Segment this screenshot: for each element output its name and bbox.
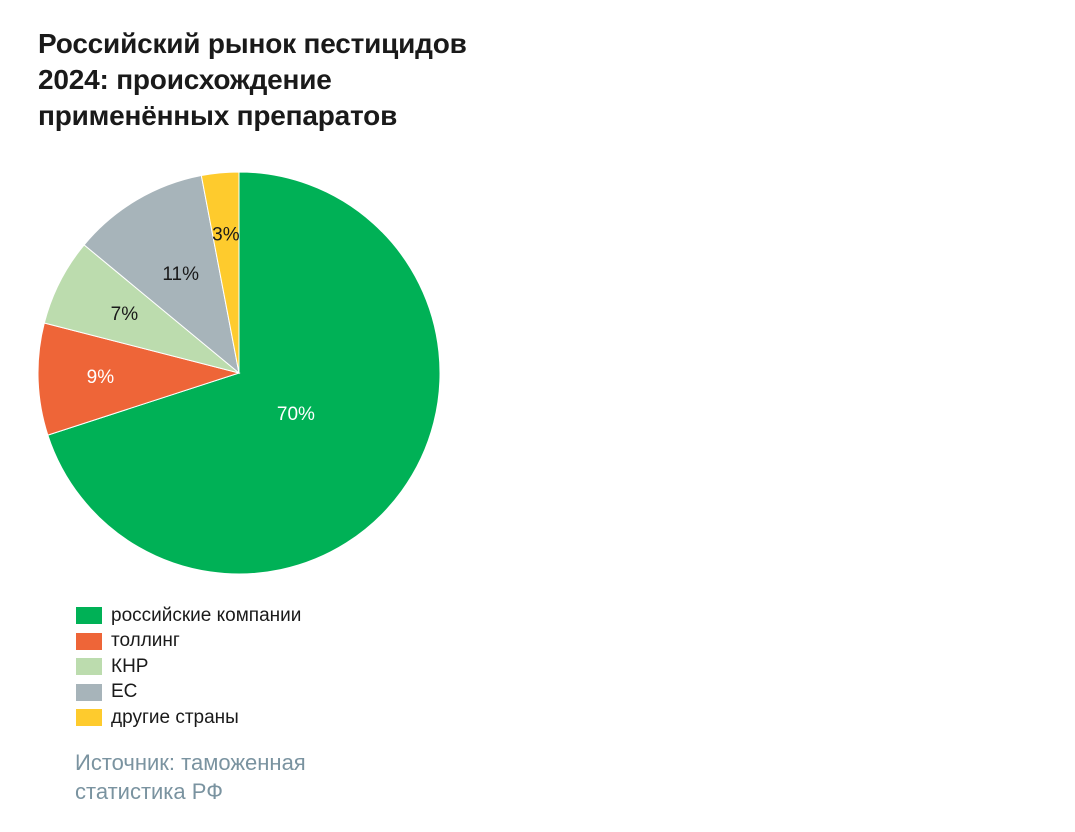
legend-label-other-countries: другие страны [111,706,239,728]
legend-swatch-other-countries [76,709,102,727]
legend-item-tolling: толлинг [76,629,301,655]
source-line-2: статистика РФ [75,779,223,804]
source-line-1: Источник: таможенная [75,750,306,775]
legend-item-eu: ЕС [76,680,301,706]
pie-slice-russian-companies [47,171,441,575]
legend-label-russian-companies: российские компании [111,604,302,626]
source-note: Источник: таможенная статистика РФ [75,748,395,806]
legend-item-china: КНР [76,654,301,680]
legend-swatch-china [76,658,102,676]
slice-label-tolling: 9% [87,367,115,388]
legend-swatch-eu [76,683,102,701]
pie-slice-eu [83,174,240,375]
chart-title-line-3: применённых препаратов [38,100,398,131]
pie-chart: 70% 9% 7% 11% 3% [37,171,441,575]
legend-item-russian-companies: российские компании [76,603,301,629]
pie-chart-container: 70% 9% 7% 11% 3% [0,140,480,600]
title-block: Российский рынок пестицидов 2024: происх… [38,26,498,134]
legend-label-tolling: толлинг [111,630,180,652]
chart-title: Российский рынок пестицидов 2024: происх… [38,26,498,134]
slice-label-russian-companies: 70% [277,404,315,425]
legend-label-china: КНР [111,655,149,677]
chart-title-line-1: Российский рынок пестицидов [38,28,467,59]
slice-label-other-countries: 3% [212,224,240,245]
legend-label-eu: ЕС [111,681,138,703]
legend-swatch-russian-companies [76,607,102,625]
pie-slice-tolling [37,322,241,436]
chart-title-line-2: 2024: происхождение [38,64,332,95]
slice-label-china: 7% [111,304,139,325]
pie-slice-other-countries [200,171,240,374]
legend-swatch-tolling [76,632,102,650]
legend-item-other-countries: другие страны [76,705,301,731]
slice-label-eu: 11% [162,264,199,285]
chart-legend: российские компании толлинг КНР ЕС други… [76,603,301,731]
